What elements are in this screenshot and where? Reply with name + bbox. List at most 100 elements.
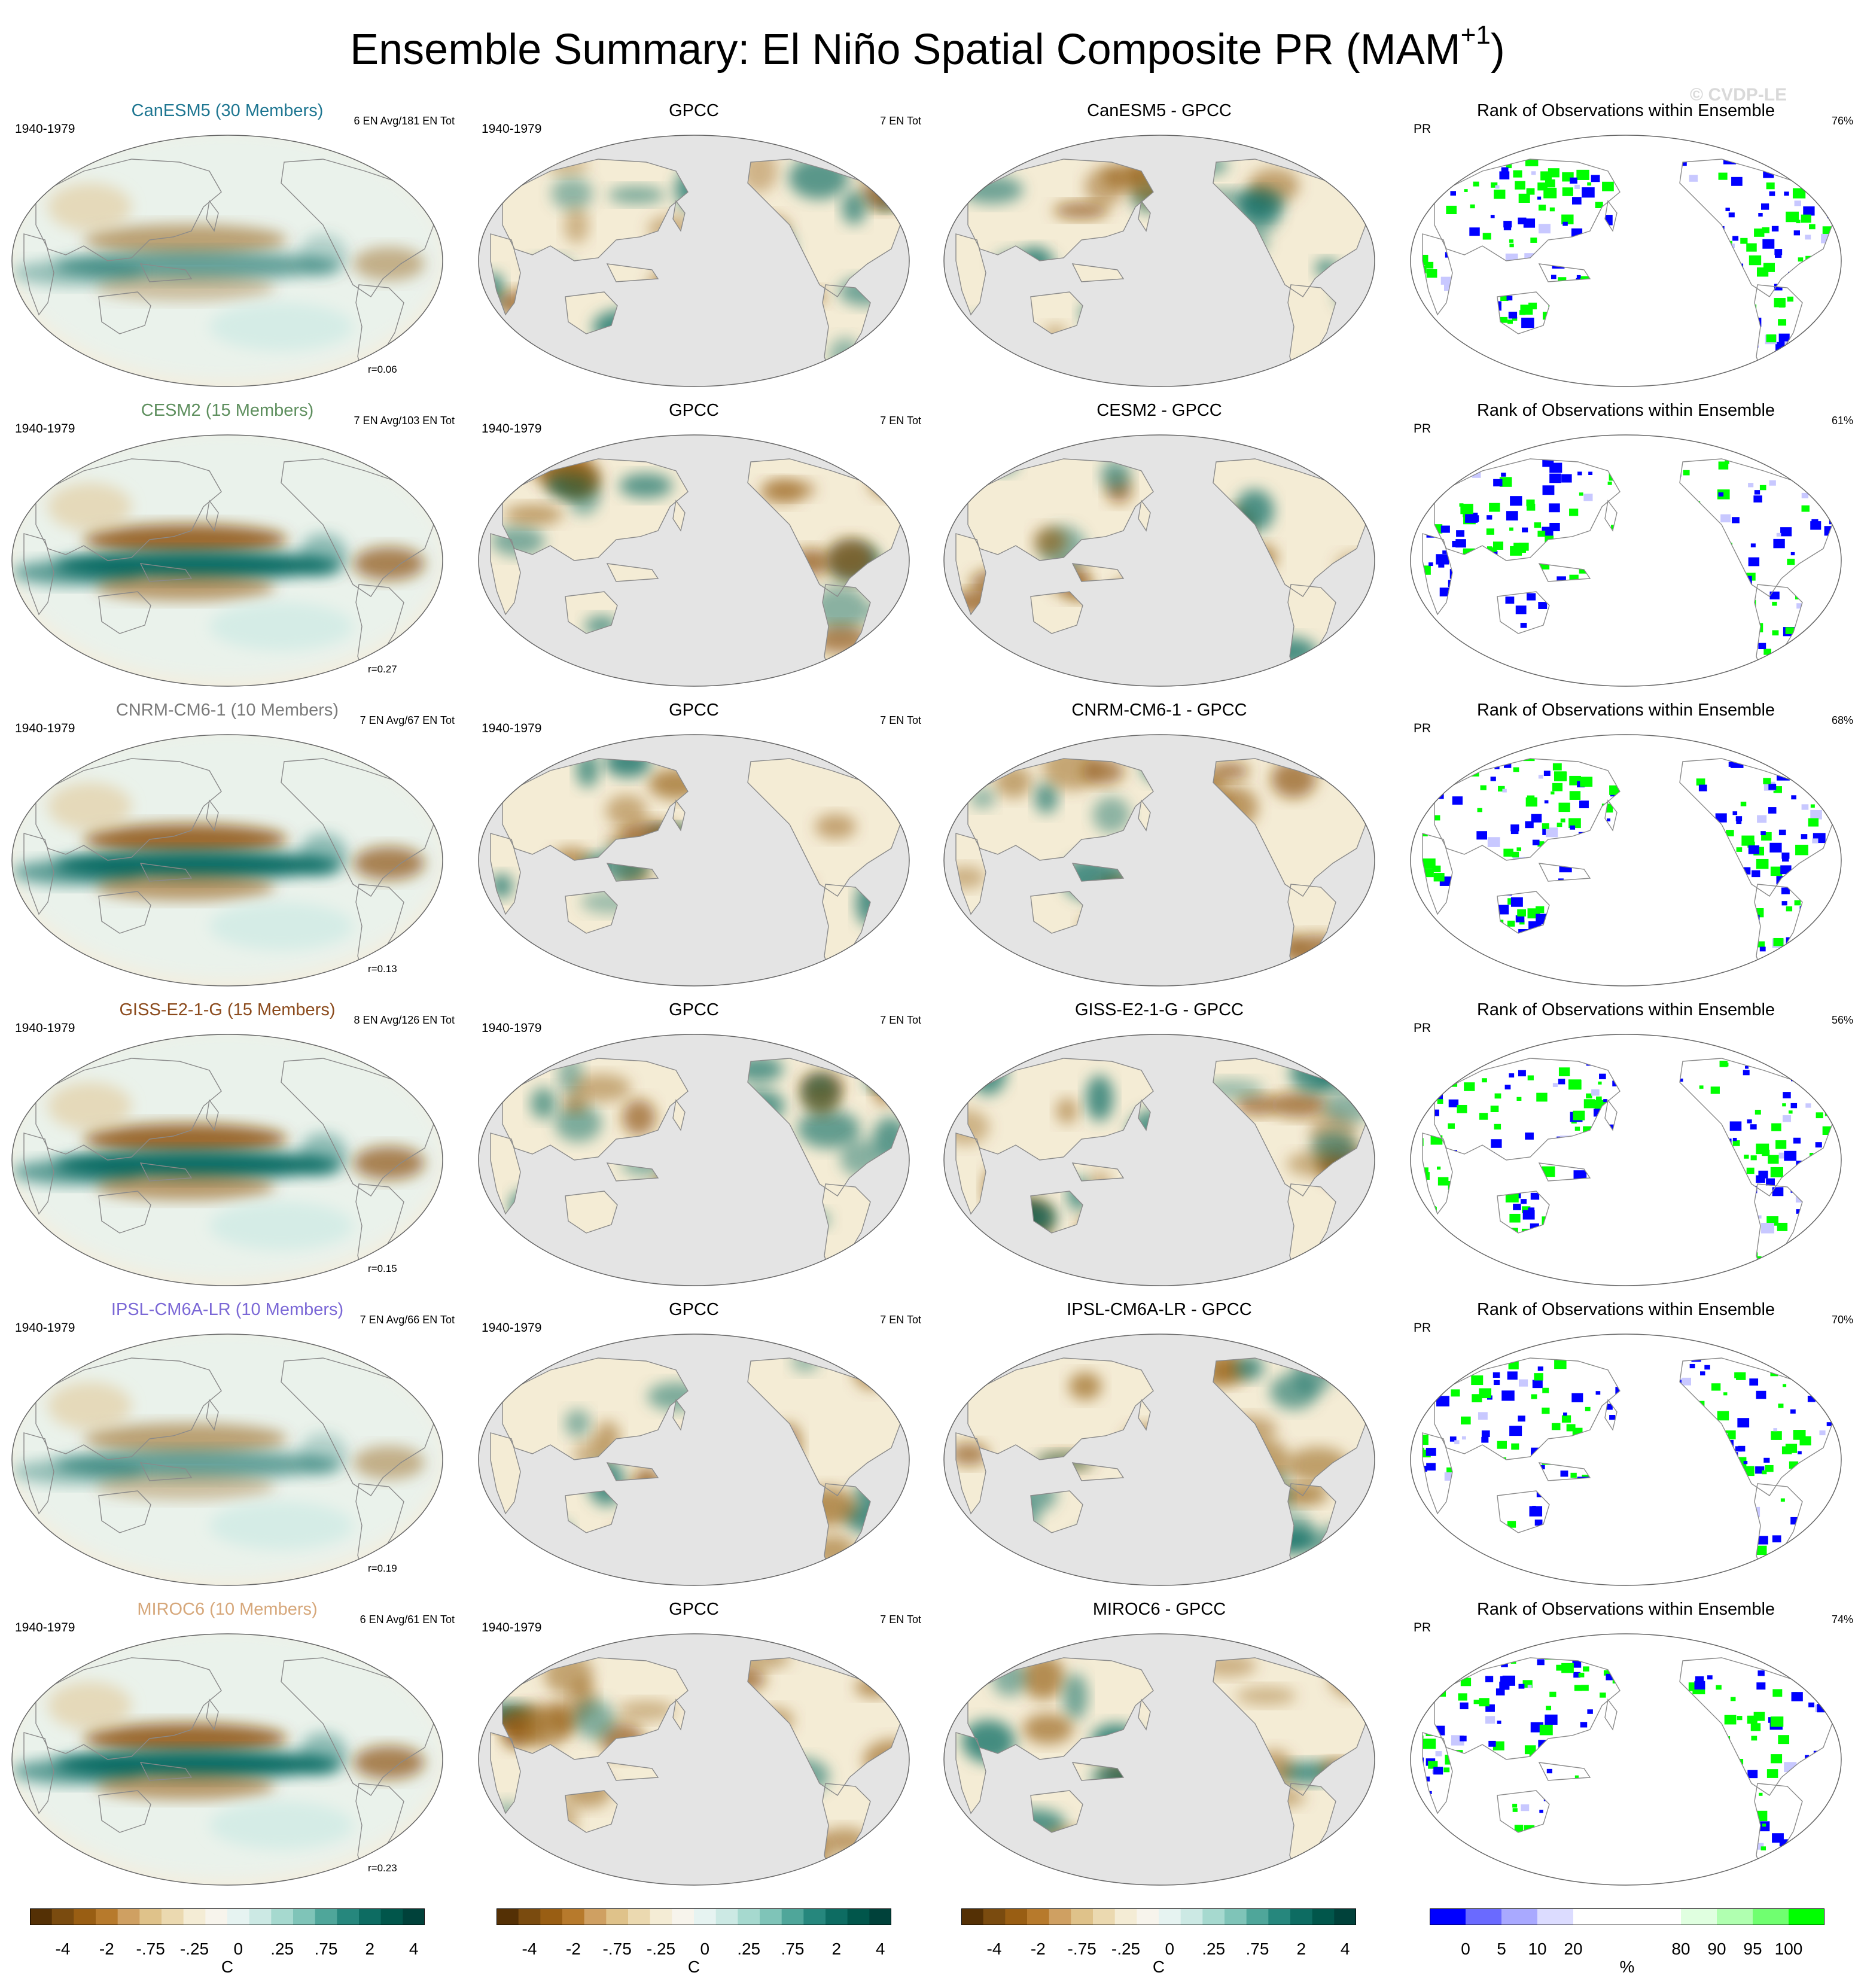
- rank-cell: [1482, 1567, 1491, 1574]
- rank-cell: [1416, 187, 1421, 191]
- rank-cell: [1540, 171, 1552, 181]
- rank-cell: [1801, 834, 1808, 839]
- continent-outline: [1030, 1790, 1083, 1833]
- rank-cell: [1451, 359, 1463, 369]
- colorbar-swatch: [1609, 1908, 1646, 1925]
- rank-cell: [1591, 175, 1600, 182]
- colorbar-swatch: [760, 1908, 782, 1925]
- rank-cell: [1819, 1372, 1830, 1381]
- rank-cell: [1751, 366, 1759, 373]
- rank-cell: [1543, 771, 1551, 777]
- rank-cell: [1479, 1698, 1490, 1707]
- rank-cell: [1717, 979, 1730, 989]
- panel-rank-row3: Rank of Observations within Ensemble PR 68…: [1399, 700, 1853, 992]
- land-anomaly: [574, 1700, 615, 1740]
- rank-cell: [1433, 1767, 1443, 1775]
- panel-rank-row5: Rank of Observations within Ensemble PR 70…: [1399, 1299, 1853, 1591]
- colorbar-swatch: [672, 1908, 695, 1925]
- rank-cell: [1747, 841, 1755, 848]
- rank-cell: [1807, 1838, 1812, 1843]
- robinson-map: [943, 434, 1375, 687]
- rank-cell: [1791, 795, 1796, 800]
- rank-cell: [1552, 783, 1563, 791]
- rank-cell: [1423, 202, 1424, 206]
- continent-outline: [1604, 1099, 1618, 1131]
- rank-cell: [1757, 941, 1765, 948]
- panel-left-label: PR: [1414, 422, 1431, 436]
- rank-cell: [1477, 1658, 1489, 1660]
- rank-cell: [1475, 449, 1481, 454]
- rank-cell: [1448, 1837, 1458, 1845]
- field-wet-east: [299, 1133, 347, 1175]
- rank-cell: [1574, 184, 1580, 189]
- rank-cell: [1501, 167, 1509, 173]
- rank-cell: [1760, 831, 1766, 836]
- rank-cell: [1821, 1045, 1833, 1054]
- field-wet-southern: [209, 303, 353, 351]
- panel-left-label: PR: [1414, 1621, 1431, 1634]
- rank-cell: [1798, 1451, 1802, 1454]
- rank-cell: [1841, 1402, 1850, 1409]
- rank-cell: [1787, 296, 1794, 302]
- colorbar-tick-label: -2: [99, 1940, 114, 1958]
- rank-cell: [1587, 1709, 1593, 1714]
- rank-cell: [1766, 1348, 1772, 1354]
- rank-cell: [1772, 601, 1777, 606]
- land-anomaly: [1337, 951, 1366, 977]
- map-border: [943, 1633, 1375, 1886]
- field-dry-band-south: [96, 1474, 275, 1500]
- rank-cell: [1732, 517, 1740, 523]
- colorbar-swatch: [271, 1908, 294, 1925]
- rank-cell: [1439, 1840, 1451, 1850]
- rank-cell: [1726, 830, 1734, 836]
- robinson-map: [1410, 434, 1842, 689]
- map-border: [1410, 434, 1842, 687]
- field-dry-band-north: [84, 524, 287, 555]
- rank-cell: [1580, 1722, 1588, 1728]
- continent-outline: [206, 500, 219, 532]
- rank-cell: [1711, 1383, 1721, 1391]
- rank-cell: [1766, 334, 1777, 343]
- continent-outline: [98, 1490, 151, 1533]
- rank-cell: [1707, 1675, 1713, 1680]
- rank-cell: [1785, 984, 1793, 991]
- rank-cell: [1780, 527, 1792, 537]
- rank-cell: [1516, 847, 1522, 851]
- colorbar-tick-label: 0: [233, 1940, 243, 1958]
- rank-cell: [1711, 1879, 1719, 1885]
- panel-right-label: 76%: [1831, 115, 1853, 127]
- rank-cell: [1513, 1280, 1519, 1284]
- continent-outline: [1538, 1162, 1591, 1182]
- land-anomaly: [1332, 355, 1366, 377]
- rank-cell: [1831, 1862, 1832, 1871]
- rank-cell: [1539, 380, 1543, 383]
- continent-outline: [35, 758, 222, 861]
- rank-cell: [1749, 1378, 1759, 1386]
- rank-cell: [1423, 336, 1427, 344]
- continent-outline: [1422, 233, 1453, 316]
- panel-obs-row4: GPCC 1940-1979 7 EN Tot: [467, 1000, 921, 1292]
- colorbar-swatch: [1114, 1908, 1137, 1925]
- rank-cell: [1549, 503, 1560, 513]
- rank-cell: [1831, 188, 1832, 194]
- rank-cell: [1783, 948, 1789, 952]
- land-anomaly: [1235, 1094, 1280, 1116]
- rank-cell: [1437, 1099, 1443, 1104]
- continent-outline: [1213, 1357, 1366, 1496]
- rank-cell: [1515, 915, 1525, 923]
- land-anomaly: [1235, 1358, 1264, 1380]
- land-anomaly: [1063, 1673, 1088, 1720]
- rank-cell: [1591, 1089, 1600, 1096]
- rank-cell: [1509, 1426, 1522, 1436]
- rank-cell: [1515, 685, 1520, 689]
- continent-outline: [1497, 1490, 1550, 1533]
- land-anomaly: [873, 1066, 896, 1105]
- continent-outline: [1604, 1399, 1618, 1431]
- rank-cell: [1448, 140, 1456, 146]
- continent-outline: [672, 1698, 686, 1731]
- rank-cell: [1819, 1430, 1826, 1436]
- land-anomaly: [571, 1074, 632, 1102]
- rank-cell: [1536, 1092, 1548, 1102]
- continent-outline: [23, 833, 54, 915]
- continent-outline: [1030, 891, 1083, 934]
